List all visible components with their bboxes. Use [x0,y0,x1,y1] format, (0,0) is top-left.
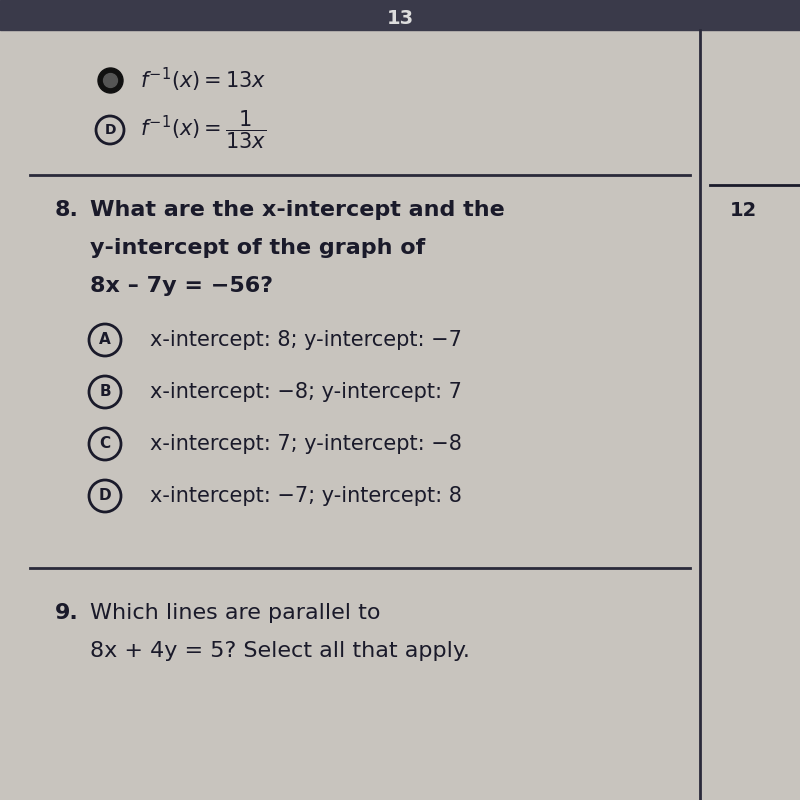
Text: 12: 12 [730,201,758,219]
Bar [0,0,800,30]
Text: C: C [99,437,110,451]
Text: x-intercept: −8; y-intercept: 7: x-intercept: −8; y-intercept: 7 [150,382,462,402]
Text: y-intercept of the graph of: y-intercept of the graph of [90,238,426,258]
Text: D: D [104,123,116,137]
Text: What are the x-intercept and the: What are the x-intercept and the [90,200,505,220]
Text: x-intercept: 8; y-intercept: −7: x-intercept: 8; y-intercept: −7 [150,330,462,350]
Text: 9.: 9. [55,603,78,623]
Text: B: B [99,385,111,399]
Text: Which lines are parallel to: Which lines are parallel to [90,603,381,623]
Text: 13: 13 [386,9,414,27]
Text: D: D [98,489,111,503]
Text: $f^{-1}(x) = 13x$: $f^{-1}(x) = 13x$ [140,66,266,94]
Text: 8.: 8. [55,200,79,220]
Text: $f^{-1}(x) = \dfrac{1}{13x}$: $f^{-1}(x) = \dfrac{1}{13x}$ [140,109,266,151]
Text: A: A [99,333,111,347]
Text: 8x + 4y = 5? Select all that apply.: 8x + 4y = 5? Select all that apply. [90,641,470,661]
Text: 8x – 7y = −56?: 8x – 7y = −56? [90,276,273,296]
Text: x-intercept: −7; y-intercept: 8: x-intercept: −7; y-intercept: 8 [150,486,462,506]
Text: x-intercept: 7; y-intercept: −8: x-intercept: 7; y-intercept: −8 [150,434,462,454]
